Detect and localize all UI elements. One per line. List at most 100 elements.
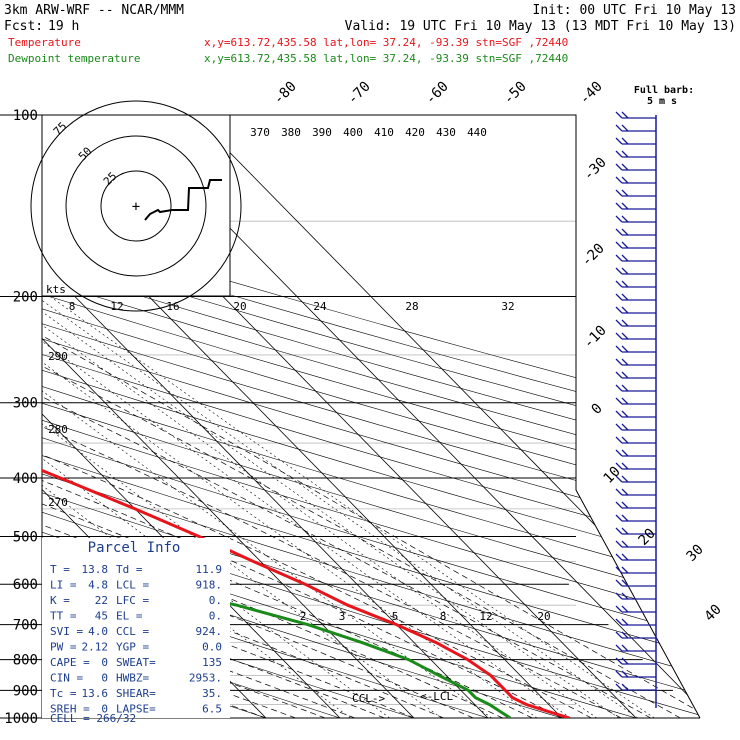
theta-label: 370 bbox=[250, 126, 270, 139]
wind-barb bbox=[615, 670, 656, 678]
temperature-location: x,y=613.72,435.58 lat,lon= 37.24, -93.39… bbox=[204, 36, 568, 49]
parcel-info-value: 0 bbox=[101, 656, 108, 669]
dry-adiabat bbox=[42, 115, 700, 718]
wind-barb bbox=[615, 631, 656, 639]
mixing-ratio-label: 8 bbox=[440, 610, 447, 623]
init-time: Init: 00 UTC Fri 10 May 13 bbox=[533, 3, 737, 18]
parcel-info-key: PW = bbox=[50, 641, 77, 654]
wind-barb bbox=[615, 332, 656, 340]
parcel-info-title: Parcel Info bbox=[88, 540, 181, 556]
wind-barb bbox=[615, 657, 656, 665]
parcel-info-key: Td = bbox=[116, 563, 143, 576]
dry-adiabat bbox=[42, 115, 700, 718]
dry-adiabat bbox=[42, 115, 700, 718]
wind-barb bbox=[615, 488, 656, 496]
parcel-cell: CELL = 266/32 bbox=[50, 712, 136, 725]
wind-barb bbox=[615, 306, 656, 314]
wind-barb bbox=[615, 176, 656, 184]
theta-label: 410 bbox=[374, 126, 394, 139]
wind-barb bbox=[615, 501, 656, 509]
wind-barb bbox=[615, 410, 656, 418]
forecast-label: Fcst: bbox=[4, 19, 43, 34]
dry-adiabat bbox=[42, 115, 700, 718]
wind-barb bbox=[615, 566, 656, 574]
parcel-info-value: 45 bbox=[95, 610, 108, 623]
theta-left-label: 290 bbox=[48, 350, 68, 363]
forecast-hour: 19 h bbox=[48, 19, 79, 34]
wind-barb bbox=[615, 293, 656, 301]
moist-adiabat bbox=[42, 296, 503, 718]
mixing-ratio-label: 20 bbox=[537, 610, 550, 623]
dry-adiabat bbox=[42, 115, 700, 718]
theta-label: 420 bbox=[405, 126, 425, 139]
parcel-info-key: SVI = bbox=[50, 625, 83, 638]
wind-barb bbox=[615, 397, 656, 405]
dry-adiabat bbox=[42, 115, 489, 718]
wind-barb bbox=[615, 150, 656, 158]
plot-border bbox=[42, 114, 701, 719]
wind-barb bbox=[615, 644, 656, 652]
wind-barb bbox=[615, 111, 656, 119]
mixing-ratio-label: 32 bbox=[501, 300, 514, 313]
theta-label: 440 bbox=[467, 126, 487, 139]
isotherm-label: -50 bbox=[501, 79, 530, 108]
parcel-info-value: 0. bbox=[209, 610, 222, 623]
sounding-profiles bbox=[42, 115, 570, 718]
parcel-info-background bbox=[42, 538, 230, 718]
header: 3km ARW-WRF -- NCAR/MMM Init: 00 UTC Fri… bbox=[4, 3, 736, 65]
wind-barb bbox=[615, 462, 656, 470]
parcel-info-value: 135 bbox=[202, 656, 222, 669]
parcel-info-key: Tc = bbox=[50, 687, 77, 700]
temperature-legend: Temperature bbox=[8, 36, 81, 49]
isotherm-label: 0 bbox=[589, 401, 606, 418]
wind-barb bbox=[615, 683, 656, 691]
dry-adiabat bbox=[42, 115, 700, 718]
isotherm-label: 40 bbox=[702, 602, 725, 625]
theta-label: 380 bbox=[281, 126, 301, 139]
hodograph-ring bbox=[100, 170, 172, 242]
mixing-ratio-line bbox=[42, 296, 571, 718]
wind-barb bbox=[615, 267, 656, 275]
wind-barb bbox=[615, 605, 656, 613]
parcel-info-value: 11.9 bbox=[196, 563, 223, 576]
parcel-info-key: SREH = bbox=[50, 703, 90, 716]
ccl-marker: CCL-> bbox=[352, 692, 385, 705]
theta-label: 390 bbox=[312, 126, 332, 139]
parcel-info-key: K = bbox=[50, 594, 70, 607]
pressure-tick-label: 600 bbox=[13, 577, 38, 593]
wind-barb bbox=[615, 436, 656, 444]
parcel-info-key: LAPSE= bbox=[116, 703, 156, 716]
parcel-info-value: 4.8 bbox=[88, 579, 108, 592]
pressure-tick-label: 500 bbox=[13, 529, 38, 545]
isotherm-line bbox=[42, 115, 489, 718]
parcel-info-value: 2953. bbox=[189, 672, 222, 685]
dewpoint-profile bbox=[42, 115, 512, 718]
wind-barb bbox=[615, 228, 656, 236]
parcel-info-key: YGP = bbox=[116, 641, 149, 654]
hodograph-ring bbox=[65, 135, 207, 277]
theta-left-label: 270 bbox=[48, 496, 68, 509]
moist-adiabat bbox=[42, 296, 700, 718]
wind-barb bbox=[615, 254, 656, 262]
valid-time: Valid: 19 UTC Fri 10 May 13 (13 MDT Fri … bbox=[345, 19, 736, 34]
parcel-info-value: 4.0 bbox=[88, 625, 108, 638]
mixing-ratio-label: 12 bbox=[110, 300, 123, 313]
hodograph-center-mark: + bbox=[132, 199, 140, 215]
parcel-info-value: 35. bbox=[202, 687, 222, 700]
mixing-ratio-label: 5 bbox=[392, 610, 399, 623]
dry-adiabat bbox=[42, 115, 700, 718]
pressure-tick-label: 900 bbox=[13, 683, 38, 699]
wind-barb bbox=[615, 215, 656, 223]
isotherm-label: -20 bbox=[579, 241, 608, 270]
hodograph-ring bbox=[30, 100, 242, 312]
wind-barb-legend: Full barb: bbox=[634, 85, 694, 96]
parcel-info-value: 0.0 bbox=[202, 641, 222, 654]
parcel-info-key: LCL = bbox=[116, 579, 149, 592]
parcel-info-value: 0. bbox=[209, 594, 222, 607]
wind-barb bbox=[615, 345, 656, 353]
wind-barb bbox=[615, 137, 656, 145]
wind-barb bbox=[615, 618, 656, 626]
mixing-ratio-line bbox=[50, 296, 655, 718]
